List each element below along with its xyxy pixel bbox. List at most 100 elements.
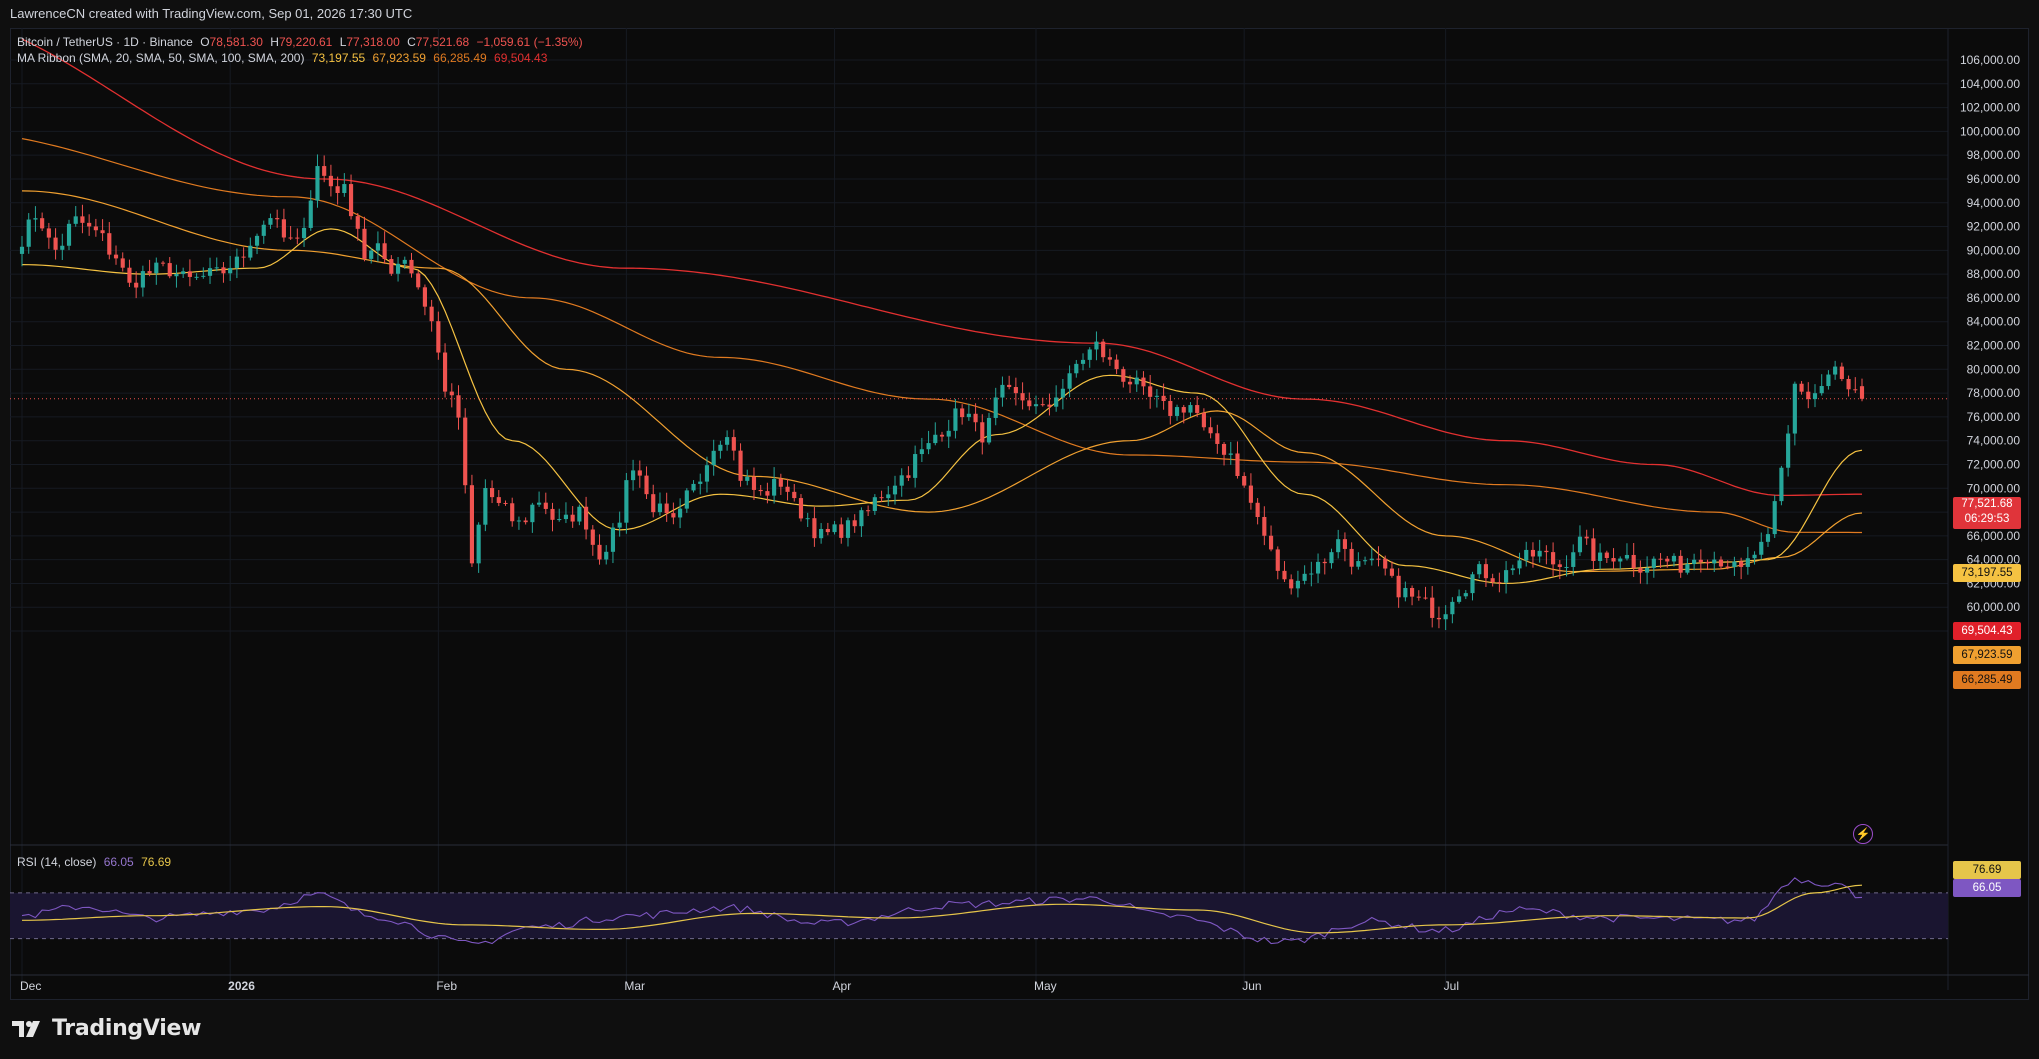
ma200-tag-value: 69,504.43 xyxy=(1961,625,2013,637)
candle xyxy=(73,206,78,227)
symbol-legend[interactable]: Bitcoin / TetherUS · 1D · Binance O78,58… xyxy=(17,35,587,49)
candle xyxy=(704,456,710,493)
candle xyxy=(1765,527,1771,547)
candle xyxy=(1060,378,1065,410)
candle xyxy=(1685,558,1690,575)
candle xyxy=(590,525,595,556)
candle xyxy=(1020,382,1025,410)
candle xyxy=(1450,597,1455,624)
candle xyxy=(1457,589,1462,604)
candle xyxy=(765,482,770,504)
candle xyxy=(644,466,649,500)
symbol-name: Bitcoin / TetherUS · 1D · Binance xyxy=(17,35,193,49)
y-tick-label: 74,000.00 xyxy=(1967,434,2021,448)
candle xyxy=(449,383,454,408)
candle xyxy=(899,468,904,497)
candle xyxy=(1027,392,1032,411)
rsi-legend[interactable]: RSI (14, close) 66.05 76.69 xyxy=(17,855,175,869)
candle xyxy=(866,505,871,517)
candle xyxy=(456,385,461,430)
candle xyxy=(496,490,501,507)
candle xyxy=(758,484,763,496)
ma100-price-tag: 66,285.49 xyxy=(1953,671,2021,689)
candle xyxy=(839,517,844,544)
candle xyxy=(1624,543,1630,561)
candle xyxy=(510,497,515,527)
ma200-value: 69,504.43 xyxy=(494,51,548,65)
close-label: C xyxy=(407,35,416,49)
candle xyxy=(362,216,367,262)
candle xyxy=(886,486,891,507)
candle xyxy=(1322,558,1327,575)
ma50-value: 67,923.59 xyxy=(372,51,426,65)
candle xyxy=(671,502,676,525)
y-tick-label: 64,000.00 xyxy=(1967,553,2021,567)
candle xyxy=(745,469,750,486)
y-tick-label: 94,000.00 xyxy=(1967,196,2021,210)
candle xyxy=(731,429,736,461)
candle xyxy=(1315,553,1321,584)
candle xyxy=(1094,331,1099,361)
tradingview-logo[interactable]: TradingView xyxy=(12,1016,201,1041)
candle xyxy=(1557,560,1562,580)
candle xyxy=(973,403,978,432)
ma100-line xyxy=(21,138,1862,534)
attribution-bar: LawrenceCN created with TradingView.com,… xyxy=(0,0,2039,28)
y-tick-label: 72,000.00 xyxy=(1967,457,2021,471)
candle xyxy=(1504,561,1509,594)
candle xyxy=(1705,559,1710,570)
candle xyxy=(1517,552,1522,575)
candle xyxy=(953,398,958,439)
chart-frame[interactable] xyxy=(10,28,2029,1000)
candle xyxy=(275,209,280,228)
candle xyxy=(523,517,528,525)
candle xyxy=(1524,541,1529,567)
candle xyxy=(1537,539,1542,563)
candle xyxy=(1463,590,1468,600)
candlesticks xyxy=(19,154,1865,631)
candle xyxy=(476,522,481,573)
candle xyxy=(442,343,448,398)
candle xyxy=(624,473,629,534)
candle xyxy=(698,473,703,495)
candle xyxy=(389,255,394,276)
lightning-icon[interactable]: ⚡ xyxy=(1853,824,1873,844)
candle xyxy=(489,480,495,504)
candle xyxy=(966,403,971,421)
y-tick-label: 92,000.00 xyxy=(1967,220,2021,234)
candle xyxy=(1134,370,1139,392)
candle xyxy=(382,231,387,264)
ma50-tag-value: 67,923.59 xyxy=(1961,649,2013,661)
candle xyxy=(221,262,226,283)
candle xyxy=(483,479,488,532)
candle xyxy=(718,440,723,459)
candle xyxy=(40,212,45,232)
x-tick-label: Jun xyxy=(1242,979,1261,993)
candle xyxy=(355,212,360,241)
candle xyxy=(1497,572,1502,593)
ma100-tag-value: 66,285.49 xyxy=(1961,674,2013,686)
candle xyxy=(879,490,884,503)
candle xyxy=(1651,556,1656,578)
candle xyxy=(1604,550,1609,563)
high-label: H xyxy=(270,35,279,49)
price-chart[interactable]: 106,000.00 104,000.00 102,000.00 100,000.00… xyxy=(0,0,2039,1000)
candle xyxy=(926,430,931,455)
candle xyxy=(1645,556,1650,585)
ma-ribbon-legend[interactable]: MA Ribbon (SMA, 20, SMA, 50, SMA, 100, S… xyxy=(17,51,551,65)
x-tick-label: Mar xyxy=(624,979,645,993)
candle xyxy=(778,473,783,495)
candle xyxy=(1671,553,1677,567)
candle xyxy=(1074,359,1079,378)
candle xyxy=(107,222,112,260)
candle xyxy=(100,219,105,241)
candle xyxy=(1544,545,1549,565)
candle xyxy=(463,408,468,494)
candle xyxy=(1255,498,1260,525)
candle xyxy=(322,155,327,183)
candle xyxy=(872,494,877,515)
candle xyxy=(194,273,199,280)
candle xyxy=(113,245,119,265)
candle xyxy=(550,502,555,532)
candle xyxy=(1786,425,1791,477)
